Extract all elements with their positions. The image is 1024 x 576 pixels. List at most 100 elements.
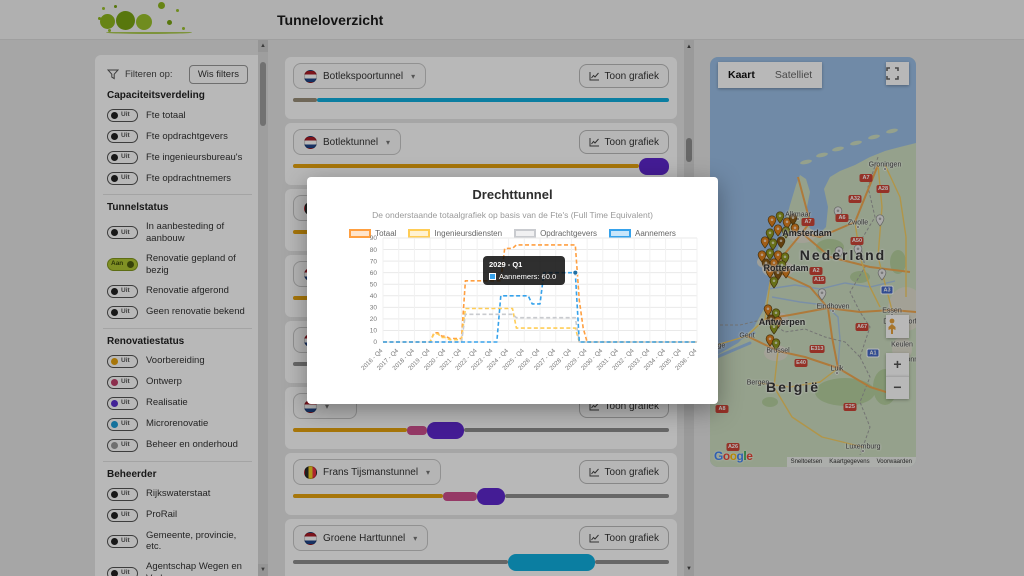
legend-item[interactable]: Ingenieursdiensten (408, 229, 502, 238)
map-marker-pin[interactable] (768, 238, 778, 251)
sidebar-section-title: Capaciteitsverdeling (107, 90, 205, 101)
filter-toggle-off[interactable]: Uit (107, 534, 138, 548)
show-graph-button[interactable]: Toon grafiek (578, 460, 669, 484)
tunnel-name: Botlektunnel (323, 136, 379, 148)
map-marker-pin[interactable] (776, 236, 786, 249)
map-marker-pin[interactable] (773, 224, 783, 237)
map-type-satelliet-button[interactable]: Satelliet (774, 69, 813, 81)
filter-toggle-off[interactable]: Uit (107, 508, 138, 522)
sidebar-filter-item: Uit In aanbesteding of aanbouw (107, 221, 248, 245)
filter-toggle-off[interactable]: Uit (107, 354, 138, 368)
pin-center (776, 271, 780, 275)
timeline-segment-purple (426, 421, 465, 439)
legend-item[interactable]: Aannemers (608, 229, 676, 238)
timeline-segment-teal (508, 553, 595, 571)
map-marker-pin[interactable] (782, 217, 792, 230)
filter-toggle-off[interactable]: Uit (107, 284, 138, 298)
road-badge: A3 (880, 285, 894, 295)
scroll-down-icon[interactable]: ▼ (258, 564, 268, 576)
map-marker-pin[interactable] (877, 268, 887, 281)
map-data-link[interactable]: Kaartgegevens (829, 459, 870, 465)
map-marker-pin[interactable] (817, 288, 827, 301)
sidebar-scrollbar-thumb[interactable] (260, 62, 266, 126)
legend-item[interactable]: Totaal (349, 229, 396, 238)
filter-toggle-off[interactable]: Uit (107, 487, 138, 501)
river (767, 280, 896, 290)
fullscreen-button[interactable] (886, 62, 909, 85)
filter-toggle-off[interactable]: Uit (107, 566, 138, 576)
road (801, 164, 879, 238)
map-type-kaart-button[interactable]: Kaart (728, 69, 755, 81)
chart-icon (589, 138, 599, 147)
map-marker-pin[interactable] (781, 226, 791, 239)
y-tick-label: 30 (370, 305, 378, 312)
pin-center (791, 216, 795, 220)
tunnel-select-dropdown[interactable]: Groene Harttunnel ▾ (293, 525, 429, 551)
show-graph-button[interactable]: Toon grafiek (578, 526, 669, 550)
filter-toggle-off[interactable]: Uit (107, 396, 138, 410)
map-marker-pin[interactable] (760, 236, 770, 249)
pin-center (768, 251, 772, 255)
map-panel[interactable]: Nederland België Groningen Alkmaar Amsterdam… (710, 57, 916, 467)
scroll-up-icon[interactable]: ▲ (258, 40, 268, 52)
filter-toggle-off[interactable]: Uit (107, 375, 138, 389)
country-border (849, 156, 879, 358)
shortcuts-link[interactable]: Sneltoetsen (790, 459, 823, 465)
filter-toggle-off[interactable]: Uit (107, 438, 138, 452)
filter-toggle-off[interactable]: Uit (107, 305, 138, 319)
map-marker-pin[interactable] (763, 304, 773, 317)
main-scrollbar-thumb[interactable] (686, 138, 692, 162)
zoom-in-button[interactable]: + (886, 353, 909, 376)
scroll-down-icon[interactable]: ▼ (686, 566, 692, 572)
map-marker-pin[interactable] (834, 246, 844, 259)
tunnel-select-dropdown[interactable]: Botlekspoortunnel ▾ (293, 63, 427, 89)
map-marker-pin[interactable] (765, 266, 775, 279)
map-marker-pin[interactable] (775, 211, 785, 224)
map-marker-pin[interactable] (769, 276, 779, 289)
pin-center (793, 226, 797, 230)
tunnel-select-dropdown[interactable]: Botlektunnel ▾ (293, 129, 402, 155)
section-divider (103, 460, 252, 462)
sidebar-filter-item: Uit Voorbereiding (107, 354, 248, 368)
tunnel-select-dropdown[interactable]: Frans Tijsmanstunnel ▾ (293, 459, 442, 485)
scroll-up-icon[interactable]: ▲ (686, 44, 692, 50)
map-marker-pin[interactable] (875, 214, 885, 227)
road (801, 232, 911, 273)
sidebar-scrollbar[interactable]: ▲ ▼ (258, 40, 268, 576)
filter-toggle-off[interactable]: Uit (107, 417, 138, 431)
road (746, 335, 903, 398)
show-graph-button[interactable]: Toon grafiek (578, 64, 669, 88)
street-view-pegman-button[interactable] (886, 315, 909, 338)
filter-toggle-on[interactable]: Aan (107, 258, 138, 272)
filter-toggle-off[interactable]: Uit (107, 226, 138, 240)
legend-item[interactable]: Opdrachtgevers (514, 229, 597, 238)
tunnel-row: Groene Harttunnel ▾ Toon grafiek (285, 519, 677, 576)
sidebar-filter-item: Uit Fte totaal (107, 109, 248, 122)
map-marker-pin[interactable] (771, 338, 781, 351)
map-marker-pin[interactable] (765, 228, 775, 241)
terms-link[interactable]: Voorwaarden (876, 459, 912, 465)
filter-toggle-off[interactable]: Uit (107, 151, 138, 164)
map-canvas[interactable] (710, 57, 916, 467)
filter-toggle-off[interactable]: Uit (107, 109, 138, 122)
map-marker-pin[interactable] (767, 215, 777, 228)
map-marker-pin[interactable] (788, 213, 798, 226)
pin-center (784, 229, 788, 233)
map-marker-pin[interactable] (765, 248, 775, 261)
legend-swatch (408, 229, 431, 238)
modal-subtitle: De onderstaande totaalgrafiek op basis v… (372, 210, 653, 220)
map-marker-pin[interactable] (781, 266, 791, 279)
zoom-out-button[interactable]: − (886, 376, 909, 399)
map-marker-pin[interactable] (790, 223, 800, 236)
filter-toggle-off[interactable]: Uit (107, 172, 138, 185)
pin-center (776, 319, 780, 323)
show-graph-button[interactable]: Toon grafiek (578, 130, 669, 154)
timeline-segment-magenta (407, 425, 427, 435)
pegman-icon (888, 318, 896, 334)
filter-toggle-off[interactable]: Uit (107, 130, 138, 143)
y-tick-label: 40 (370, 293, 378, 300)
road (757, 368, 838, 388)
clear-filters-button[interactable]: Wis filters (188, 65, 248, 84)
map-marker-pin[interactable] (769, 322, 779, 335)
